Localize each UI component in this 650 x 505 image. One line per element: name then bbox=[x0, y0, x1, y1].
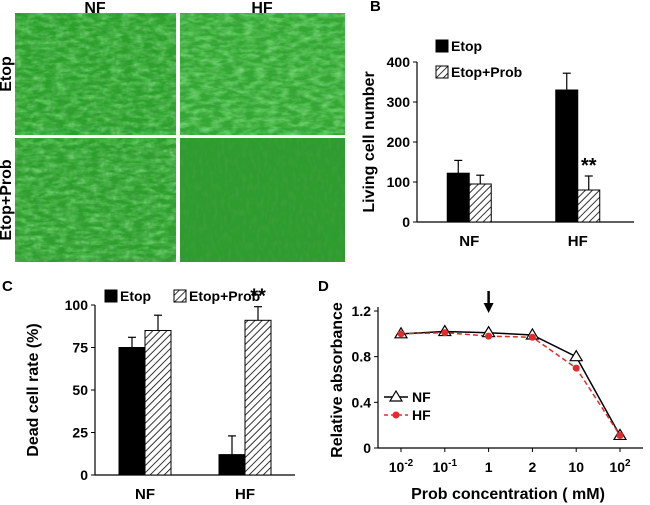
chart-d-absorbance: 0 0.4 0.8 1.2 10-2 10-1 1 2 10 102 NF HF Prob concen… bbox=[329, 291, 643, 503]
chart-b-x-tick-label: HF bbox=[568, 233, 588, 250]
micrograph-row-etopprob: Etop+Prob bbox=[0, 159, 15, 241]
chart-b-legend-label-0: Etop bbox=[451, 38, 482, 54]
chart-c-bar-etopprob-hf bbox=[244, 319, 272, 476]
chart-d-point-hf bbox=[616, 431, 624, 439]
chart-c-y-tick-label: 25 bbox=[72, 425, 88, 441]
micrograph-cell-etopprob-hf bbox=[180, 138, 345, 262]
panel-label-d: D bbox=[318, 278, 329, 295]
chart-d-point-hf bbox=[572, 364, 580, 372]
chart-b-y-tick-label: 200 bbox=[387, 134, 411, 150]
chart-c-y-tick-label: 75 bbox=[72, 340, 88, 356]
chart-d-legend-label-hf: HF bbox=[412, 407, 431, 423]
chart-d-legend-marker-nf bbox=[388, 389, 404, 402]
micrograph-cell-etopprob-nf bbox=[15, 138, 176, 262]
chart-c-dead-cell-rate: 0 25 50 75 100 NF ** HF Dead cell rate (%) Etop Et… bbox=[25, 286, 295, 503]
chart-b-y-tick-label: 400 bbox=[387, 54, 411, 70]
micrograph-cell-etop-nf bbox=[15, 13, 176, 135]
chart-c-x-tick-label: NF bbox=[135, 486, 155, 503]
chart-b-bar-etop-nf bbox=[446, 172, 470, 223]
chart-d-x-tick-label: 10-1 bbox=[433, 458, 458, 475]
micrograph-cell-etop-hf bbox=[180, 13, 345, 135]
chart-d-y-tick-label: 0.8 bbox=[352, 349, 372, 365]
chart-d-x-axis-label: Prob concentration ( mM) bbox=[411, 486, 605, 503]
micrograph-panel: NF HF Etop Etop+Prob bbox=[0, 0, 360, 270]
chart-c-bar-etopprob-nf bbox=[144, 330, 172, 476]
chart-c-bar-etop-nf bbox=[118, 347, 146, 476]
chart-c-legend-label-0: Etop bbox=[120, 288, 151, 304]
panel-label-c: C bbox=[2, 278, 13, 295]
chart-b-x-tick-label: NF bbox=[459, 233, 479, 250]
chart-d-legend-label-nf: NF bbox=[412, 389, 431, 405]
chart-b-bar-etopprob-nf bbox=[468, 183, 492, 223]
chart-c-legend-swatch-1 bbox=[173, 289, 187, 303]
chart-d-line-nf bbox=[400, 330, 621, 436]
chart-d-y-axis-label: Relative absorbance bbox=[329, 302, 346, 458]
chart-d-x-tick-label: 10-2 bbox=[389, 458, 414, 475]
chart-c-y-tick-label: 100 bbox=[65, 297, 89, 313]
chart-d-arrow-head bbox=[483, 303, 494, 313]
chart-d-x-tick-label: 1 bbox=[485, 459, 493, 475]
micrograph-row-etop: Etop bbox=[0, 56, 15, 92]
chart-d-point-hf bbox=[528, 333, 536, 341]
chart-b-bar-etop-hf bbox=[555, 89, 579, 223]
chart-d-point-nf bbox=[569, 349, 584, 362]
chart-d-x-tick-label: 2 bbox=[529, 459, 537, 475]
chart-b-significance-mark: ** bbox=[581, 155, 597, 177]
chart-b-bar-etopprob-hf bbox=[577, 189, 601, 223]
chart-d-x-tick-label: 102 bbox=[609, 458, 631, 475]
chart-b-y-tick-label: 0 bbox=[402, 214, 410, 230]
chart-d-legend-marker-hf bbox=[392, 411, 400, 419]
chart-b-legend-swatch-0 bbox=[435, 39, 449, 53]
chart-c-legend-swatch-0 bbox=[104, 289, 118, 303]
chart-c-legend-label-1: Etop+Prob bbox=[189, 288, 260, 304]
chart-c-y-axis-label: Dead cell rate (%) bbox=[25, 323, 42, 456]
chart-b-y-tick-label: 100 bbox=[387, 174, 411, 190]
chart-c-y-tick-label: 0 bbox=[80, 467, 88, 483]
panel-label-b: B bbox=[370, 0, 381, 15]
chart-b-legend-swatch-1 bbox=[435, 65, 449, 79]
chart-d-line-hf bbox=[400, 331, 621, 436]
chart-b-y-tick-label: 300 bbox=[387, 94, 411, 110]
chart-d-point-hf bbox=[441, 329, 449, 337]
chart-d-point-hf bbox=[485, 332, 493, 340]
chart-c-significance-mark: ** bbox=[250, 286, 266, 308]
chart-d-x-tick-label: 10 bbox=[568, 459, 584, 475]
chart-b-living-cells: 0 100 200 300 400 NF ** HF Living cell number Eto… bbox=[361, 38, 634, 250]
chart-c-x-tick-label: HF bbox=[235, 486, 255, 503]
micrograph-col-nf: NF bbox=[84, 0, 106, 17]
chart-d-y-tick-label: 1.2 bbox=[352, 303, 372, 319]
chart-c-y-tick-label: 50 bbox=[72, 382, 88, 398]
chart-d-y-tick-label: 0 bbox=[363, 440, 371, 456]
micrograph-col-hf: HF bbox=[251, 0, 273, 17]
chart-d-y-tick-label: 0.4 bbox=[352, 394, 372, 410]
chart-b-legend-label-1: Etop+Prob bbox=[451, 64, 522, 80]
chart-c-bar-etop-hf bbox=[218, 454, 246, 476]
chart-d-point-hf bbox=[397, 330, 405, 338]
chart-b-y-axis-label: Living cell number bbox=[361, 71, 378, 212]
